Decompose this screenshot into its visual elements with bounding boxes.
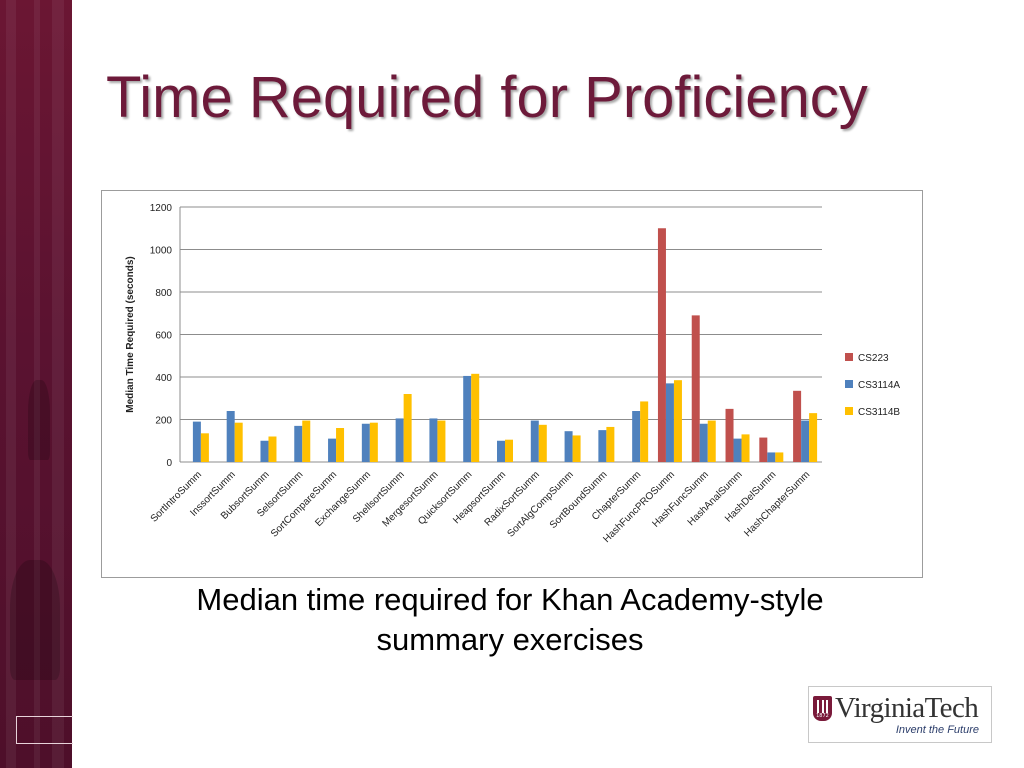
bar-cs223	[793, 390, 802, 462]
bar-cs3114a	[733, 438, 742, 462]
bar-cs223	[657, 228, 666, 462]
slide-title: Time Required for Proficiency	[106, 65, 868, 130]
legend-swatch	[845, 353, 853, 361]
bar-cs3114b	[809, 413, 818, 462]
bar-cs3114b	[369, 422, 378, 462]
bar-cs3114b	[437, 420, 446, 462]
bar-cs3114b	[403, 394, 412, 462]
bar-cs223	[725, 408, 734, 462]
bar-cs3114b	[505, 439, 513, 462]
vt-tagline: Invent the Future	[895, 724, 979, 736]
bar-cs3114b	[336, 428, 345, 462]
bar-cs3114b	[268, 436, 277, 462]
bar-cs3114a	[767, 452, 776, 462]
legend-swatch	[845, 407, 853, 415]
y-tick-label: 1000	[150, 246, 173, 257]
slide-caption: Median time required for Khan Academy-st…	[196, 582, 824, 657]
bar-cs3114a	[328, 438, 337, 462]
bar-cs3114a	[801, 420, 810, 462]
bar-cs3114a	[699, 423, 708, 462]
bar-cs3114b	[673, 380, 682, 462]
bar-cs3114b	[707, 420, 716, 462]
bar-cs223	[759, 437, 768, 462]
bar-cs3114a	[564, 431, 573, 462]
bar-cs3114a	[497, 440, 505, 462]
bar-chart: 0 200 400 600 800 1000 1200 Median Time Require…	[125, 203, 900, 545]
side-decor-band	[0, 0, 72, 768]
chart-container: 0 200 400 600 800 1000 1200 Median Time Require…	[101, 190, 923, 578]
bar-cs3114a	[192, 421, 201, 462]
bar-cs3114a	[226, 411, 235, 462]
shield-year: 1872	[816, 713, 829, 719]
corner-bracket-decor	[16, 716, 73, 744]
legend-swatch	[845, 380, 853, 388]
legend-entry: CS3114B	[858, 407, 900, 418]
bar-cs3114a	[429, 418, 438, 462]
bar-cs3114b	[640, 401, 649, 462]
bar-cs3114a	[530, 420, 539, 462]
y-tick-label: 800	[155, 288, 172, 299]
y-tick-label: 200	[155, 416, 172, 427]
legend-entry: CS3114A	[858, 380, 900, 391]
bar-cs3114a	[361, 423, 370, 462]
bar-cs3114b	[471, 373, 480, 462]
bar-cs3114b	[572, 435, 581, 462]
virginia-tech-logo: 1872 VirginiaTech Invent the Future	[808, 686, 992, 743]
bar-cs3114b	[302, 420, 311, 462]
legend-entry: CS223	[858, 353, 889, 364]
bar-cs3114a	[463, 375, 472, 462]
bar-cs3114a	[665, 383, 674, 462]
bar-cs3114b	[775, 452, 784, 462]
bar-cs3114a	[598, 430, 607, 462]
y-tick-label: 0	[166, 458, 172, 469]
y-tick-label: 1200	[150, 203, 173, 214]
vt-shield-icon: 1872	[813, 696, 832, 721]
y-tick-label: 600	[155, 331, 172, 342]
bar-cs3114a	[395, 418, 404, 462]
y-tick-label: 400	[155, 373, 172, 384]
x-tick-label: SortBoundSumm	[548, 469, 610, 531]
y-axis-label: Median Time Required (seconds)	[125, 256, 136, 413]
vt-wordmark: VirginiaTech	[835, 692, 979, 724]
bar-cs3114a	[632, 411, 641, 462]
bar-cs3114b	[234, 422, 243, 462]
bar-cs3114b	[538, 424, 547, 462]
x-tick-label: SortCompareSumm	[269, 469, 339, 539]
bar-cs3114b	[606, 426, 615, 462]
bar-cs3114a	[260, 440, 269, 462]
x-tick-label: HashChapterSumm	[742, 469, 812, 539]
bar-cs223	[691, 315, 700, 462]
bar-cs3114b	[741, 434, 750, 462]
x-tick-label: SortAlgCompSumm	[505, 469, 575, 539]
bar-cs3114b	[200, 433, 209, 462]
bar-cs3114a	[294, 425, 303, 462]
